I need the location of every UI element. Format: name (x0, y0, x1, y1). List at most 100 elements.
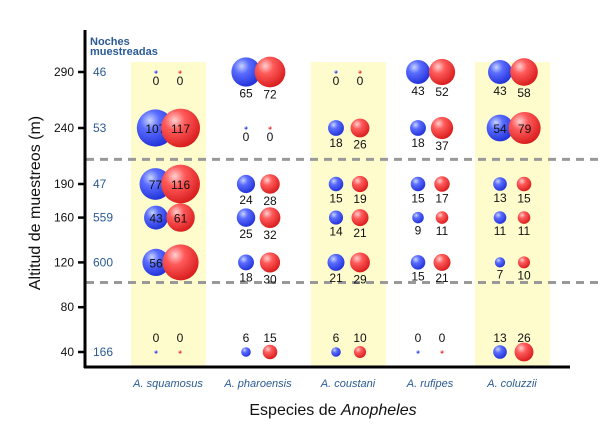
bubble-red (161, 164, 200, 204)
bubble-red (166, 203, 195, 232)
bubble-value-blue: 15 (411, 270, 425, 284)
bubble-value-blue: 18 (239, 270, 253, 284)
y-tick-label: 160 (54, 211, 74, 225)
bubble-red (260, 174, 280, 194)
bubble-value-blue: 56 (149, 256, 163, 270)
bubble-value-blue: 6 (333, 331, 340, 345)
nights-value: 53 (93, 121, 107, 135)
bubble-blue (334, 70, 338, 74)
bubble-blue (236, 208, 256, 227)
bubble-red (430, 116, 454, 140)
nights-value: 46 (93, 65, 107, 79)
bubble-value-red: 21 (435, 271, 449, 285)
bubble-value-red: 10 (517, 268, 531, 282)
bubble-value-red: 26 (517, 331, 531, 345)
bubble-value-blue: 6 (243, 331, 250, 345)
bubble-red (440, 350, 444, 354)
bubble-value-red: 11 (518, 224, 531, 238)
nights-header-1: Noches (90, 36, 130, 48)
bubble-blue (412, 211, 424, 224)
bubble-value-red: 32 (263, 228, 277, 242)
bubble-value-blue: 25 (239, 227, 253, 241)
bubble-value-blue: 0 (333, 74, 340, 88)
bubble-blue (410, 255, 426, 270)
bubble-value-blue: 0 (153, 331, 160, 345)
bubble-blue (494, 257, 506, 268)
bubble-value-red: 116 (171, 178, 190, 192)
y-tick-label: 40 (61, 345, 75, 359)
bubble-blue (154, 350, 158, 354)
bubble-value-blue: 43 (493, 84, 507, 98)
bubble-red (350, 118, 370, 138)
bubble-red (161, 108, 201, 148)
bubble-red (516, 176, 532, 192)
bubble-value-blue: 14 (329, 225, 343, 239)
bubble-value-blue: 7 (497, 268, 504, 282)
bubble-value-red: 19 (353, 192, 367, 206)
bubble-value-blue: 0 (415, 331, 422, 345)
bubble-red (434, 176, 450, 192)
bubble-blue (493, 211, 507, 224)
bubble-red (178, 70, 182, 74)
highlight-band (475, 62, 550, 367)
bubble-red (517, 256, 531, 269)
bubble-blue (231, 57, 261, 87)
bubble-value-blue: 43 (411, 84, 425, 98)
bubble-value-blue: 77 (149, 178, 163, 192)
nights-value: 166 (93, 345, 113, 359)
category-label: A. coustani (320, 378, 376, 390)
bubble-value-red: 0 (177, 74, 184, 88)
bubble-value-red: 58 (517, 86, 531, 100)
bubble-value-red: 0 (177, 331, 184, 345)
bubble-blue (241, 347, 251, 357)
y-tick-label: 120 (54, 255, 74, 269)
bubble-red (350, 252, 370, 273)
y-tick-label: 190 (54, 177, 74, 191)
bubble-blue (416, 350, 420, 354)
bubble-value-red: 0 (267, 130, 274, 144)
nights-value: 559 (93, 211, 113, 225)
bubble-value-red: 21 (353, 226, 367, 240)
bubble-red (351, 175, 369, 193)
x-axis-title-italic: Anopheles (340, 402, 417, 419)
bubble-blue (410, 120, 426, 136)
bubble-value-red: 79 (518, 122, 532, 136)
bubble-value-blue: 18 (411, 136, 425, 150)
bubble-blue (488, 60, 512, 84)
bubble-blue (244, 126, 248, 130)
bubble-value-blue: 18 (329, 136, 343, 150)
bubble-value-blue: 21 (329, 271, 343, 285)
bubble-blue (410, 176, 426, 192)
y-axis-title: Altitud de muestreos (m) (27, 116, 44, 290)
bubble-red (254, 56, 286, 88)
category-label: A. squamosus (132, 378, 203, 390)
bubble-value-red: 0 (357, 74, 364, 88)
bubble-red (358, 70, 362, 74)
bubble-value-red: 11 (436, 224, 449, 238)
bubble-blue (142, 248, 170, 276)
bubble-blue (493, 345, 507, 359)
bubble-value-red: 28 (263, 194, 277, 208)
bubble-red (353, 345, 367, 359)
highlight-band (311, 62, 386, 367)
bubble-blue (327, 253, 345, 271)
bubble-red (162, 244, 199, 281)
bubble-value-red: 10 (353, 331, 367, 345)
bubble-value-red: 37 (435, 139, 449, 153)
bubble-blue (493, 177, 507, 191)
nights-value: 600 (93, 255, 113, 269)
bubble-value-blue: 13 (493, 191, 507, 205)
bubble-blue (238, 254, 254, 271)
bubble-blue (328, 176, 344, 192)
bubble-value-blue: 11 (494, 224, 507, 238)
bubble-value-blue: 13 (493, 331, 507, 345)
bubble-value-blue: 24 (239, 193, 253, 207)
bubble-red (259, 207, 281, 228)
bubble-red (433, 253, 451, 271)
bubble-red (517, 211, 531, 224)
nights-header-2: muestreadas (90, 46, 158, 58)
bubble-value-red: 52 (435, 85, 449, 99)
category-label: A. rufipes (406, 378, 454, 390)
bubble-blue (486, 114, 514, 142)
bubble-value-red: 61 (174, 212, 188, 226)
